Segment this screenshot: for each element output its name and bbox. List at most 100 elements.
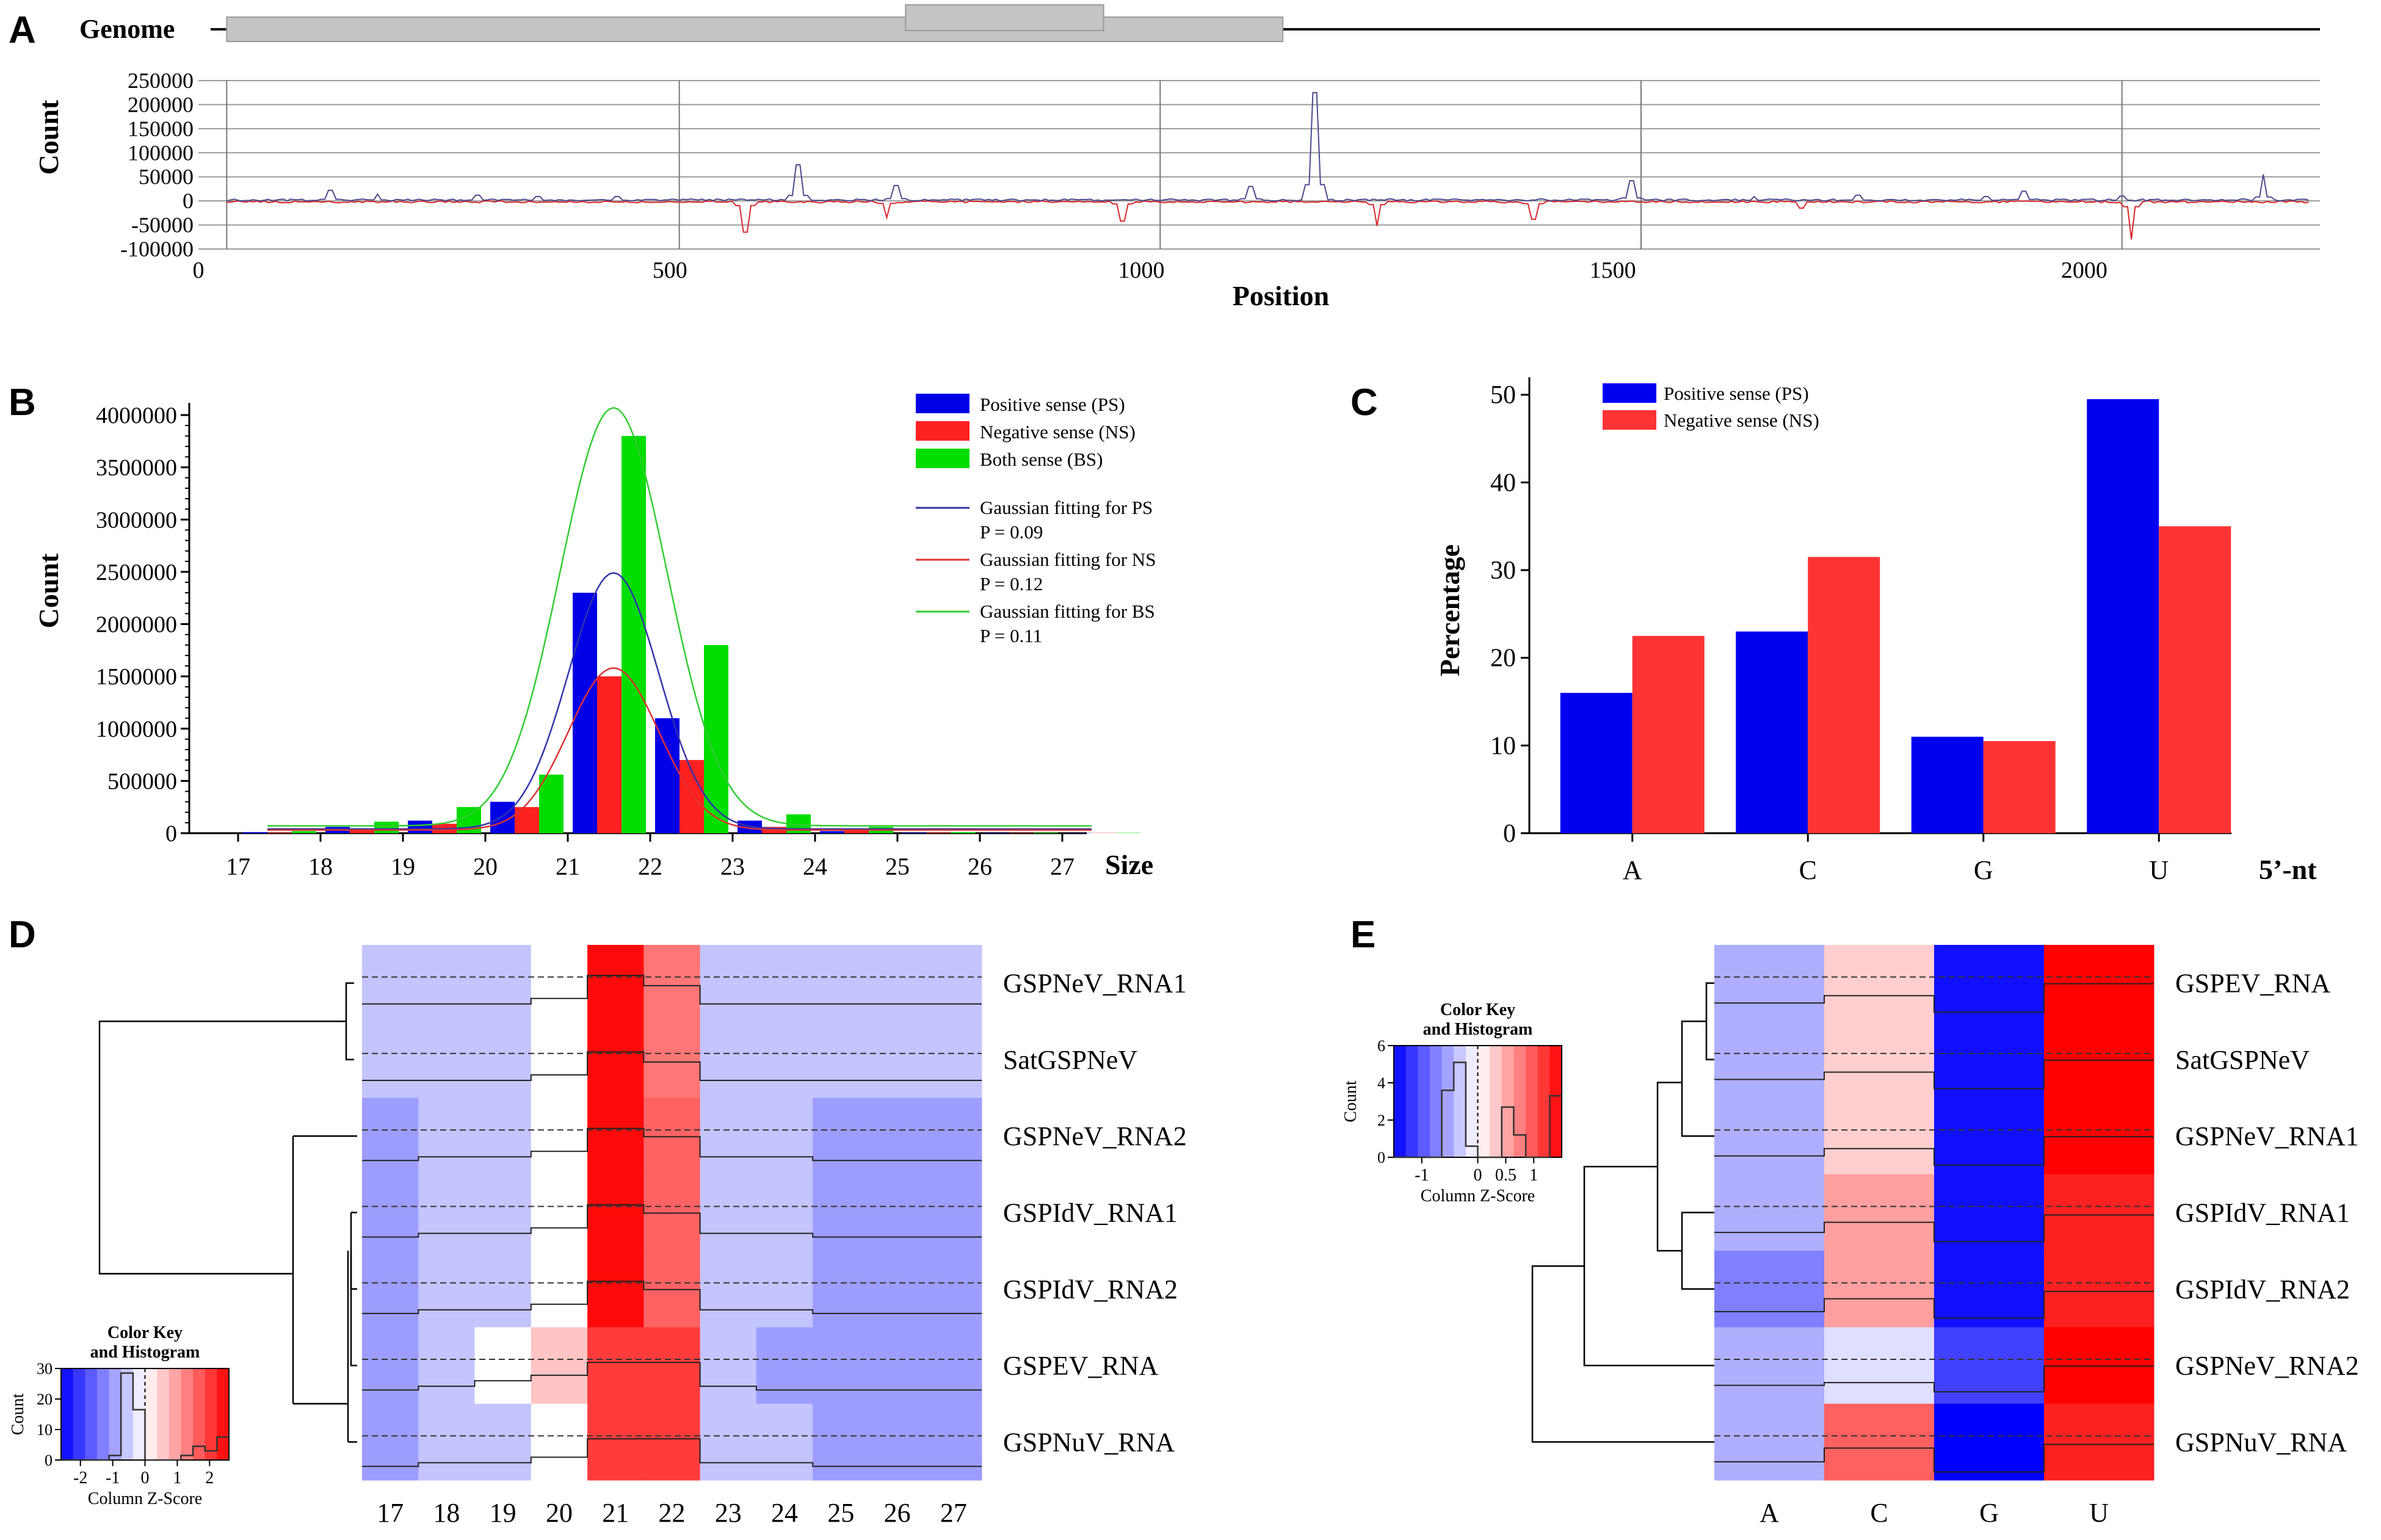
heatmap-cell: [700, 1021, 757, 1099]
heatmap-cell: [1824, 945, 1935, 1022]
column-label: 17: [377, 1498, 404, 1528]
panel-a-chart: 250000200000150000100000500000-50000-100…: [120, 4, 2320, 283]
y-tick-label: 150000: [128, 117, 194, 141]
y-tick-label: 10: [1490, 732, 1516, 760]
heatmap-cell: [474, 1251, 532, 1328]
heatmap-cell: [418, 1403, 476, 1481]
panel-b-xlabel: Size: [1105, 849, 1153, 880]
x-tick-label: 18: [308, 853, 333, 880]
heatmap-cell: [925, 1403, 982, 1481]
color-key-cell: [205, 1368, 217, 1460]
heatmap-cell: [474, 1021, 532, 1099]
bar: [820, 831, 844, 833]
bar: [1632, 635, 1705, 833]
heatmap-cell: [756, 1174, 813, 1251]
trace-line: [1714, 1214, 2154, 1243]
heatmap-cell: [474, 1097, 532, 1175]
heatmap-cell: [869, 1327, 926, 1404]
column-label: U: [2089, 1498, 2109, 1528]
y-tick-label: 500000: [107, 768, 177, 794]
color-key-cell: [1405, 1046, 1418, 1157]
heatmap-cell: [1714, 1174, 1825, 1251]
dendrogram-branch: [350, 1212, 357, 1367]
heatmap-cell: [418, 1021, 476, 1099]
color-key-cell: [193, 1368, 206, 1460]
color-key-cell: [1526, 1046, 1538, 1157]
color-key-xlabel: Column Z-Score: [88, 1489, 202, 1508]
column-label: 20: [546, 1498, 573, 1528]
legend-label: Negative sense (NS): [980, 421, 1136, 443]
legend-label: Gaussian fitting for NS: [980, 549, 1156, 570]
column-label: 25: [827, 1498, 854, 1528]
x-tick-label: 20: [473, 853, 498, 880]
y-tick-label: 3500000: [96, 455, 177, 481]
x-tick-label: 2000: [2061, 258, 2107, 283]
heatmap-cell: [587, 1174, 644, 1251]
color-key-tick-label: 1: [173, 1469, 181, 1488]
panel-label-c: C: [1350, 381, 1378, 424]
heatmap-cell: [756, 1021, 813, 1099]
trace-line: [1714, 1444, 2154, 1473]
heatmap-cell: [869, 1251, 926, 1328]
y-tick-label: 1000000: [96, 717, 177, 742]
dendrogram-branch: [1583, 1166, 1714, 1367]
y-tick-label: 250000: [128, 68, 194, 93]
trace-line: [362, 1362, 982, 1391]
heatmap-cell: [869, 1097, 926, 1175]
x-tick-label: 22: [638, 853, 662, 880]
heatmap-cell: [925, 1251, 982, 1328]
heatmap-cell: [813, 1251, 869, 1328]
color-key-cell: [1429, 1046, 1443, 1157]
panel-c-ylabel: Percentage: [1434, 544, 1465, 676]
legend-label: Gaussian fitting for BS: [980, 601, 1155, 622]
heatmap-cell: [925, 1021, 982, 1099]
color-key-cell: [1513, 1046, 1526, 1157]
dendrogram-branch: [98, 1021, 346, 1274]
panel-label-b: B: [9, 381, 36, 424]
y-tick-label: 50000: [139, 165, 194, 189]
color-key-tick-label: 1: [1529, 1166, 1538, 1185]
column-label: 27: [940, 1498, 967, 1528]
row-label: GSPNeV_RNA2: [2175, 1351, 2359, 1381]
panel-label-d: D: [9, 914, 36, 956]
heatmap-cell: [362, 1097, 419, 1175]
color-key-cell: [121, 1368, 134, 1460]
x-tick-label: 25: [885, 853, 910, 880]
heatmap-cell: [643, 1327, 701, 1404]
column-label: A: [1759, 1498, 1779, 1528]
bar: [408, 820, 432, 833]
trace-line: [362, 1127, 982, 1162]
bar: [1560, 693, 1633, 833]
heatmap-cell: [700, 945, 757, 1022]
heatmap-cell: [1934, 945, 2045, 1022]
row-label: GSPNuV_RNA: [2175, 1427, 2347, 1457]
panel-e-heatmap: GSPEV_RNA SatGSPNeV GSPNeV_RNA1 GSPIdV_RNA1…: [1341, 945, 2359, 1528]
color-key-cell: [169, 1368, 181, 1460]
heatmap-cell: [756, 1251, 813, 1328]
legend-swatch: [1603, 383, 1656, 403]
color-key-title: Color Key: [1440, 1000, 1515, 1019]
row-label: GSPNeV_RNA1: [2175, 1121, 2359, 1151]
heatmap-cell: [418, 945, 476, 1022]
heatmap-cell: [418, 1097, 476, 1175]
y-tick-label: 200000: [128, 92, 194, 117]
x-tick-label: 19: [391, 853, 415, 880]
heatmap-cell: [700, 1403, 757, 1481]
panel-label-a: A: [9, 9, 36, 51]
legend-p-value: P = 0.11: [980, 625, 1042, 646]
column-label: G: [1979, 1498, 1999, 1528]
dendrogram-branch: [1681, 1021, 1714, 1137]
heatmap-cell: [362, 945, 419, 1022]
heatmap-cell: [813, 1021, 869, 1099]
y-tick-label: 1500000: [96, 664, 177, 690]
heatmap-cell: [362, 1021, 419, 1099]
heatmap-cell: [925, 945, 982, 1022]
color-key-title: Color Key: [107, 1323, 183, 1342]
color-key-cell: [96, 1368, 110, 1460]
color-key-cell: [181, 1368, 194, 1460]
row-label: GSPIdV_RNA1: [2175, 1198, 2350, 1228]
y-tick-label: 100000: [128, 140, 194, 165]
color-key-cell: [1465, 1046, 1478, 1157]
x-tick-label: C: [1799, 855, 1817, 885]
dendrogram-branch: [1656, 1082, 1682, 1252]
